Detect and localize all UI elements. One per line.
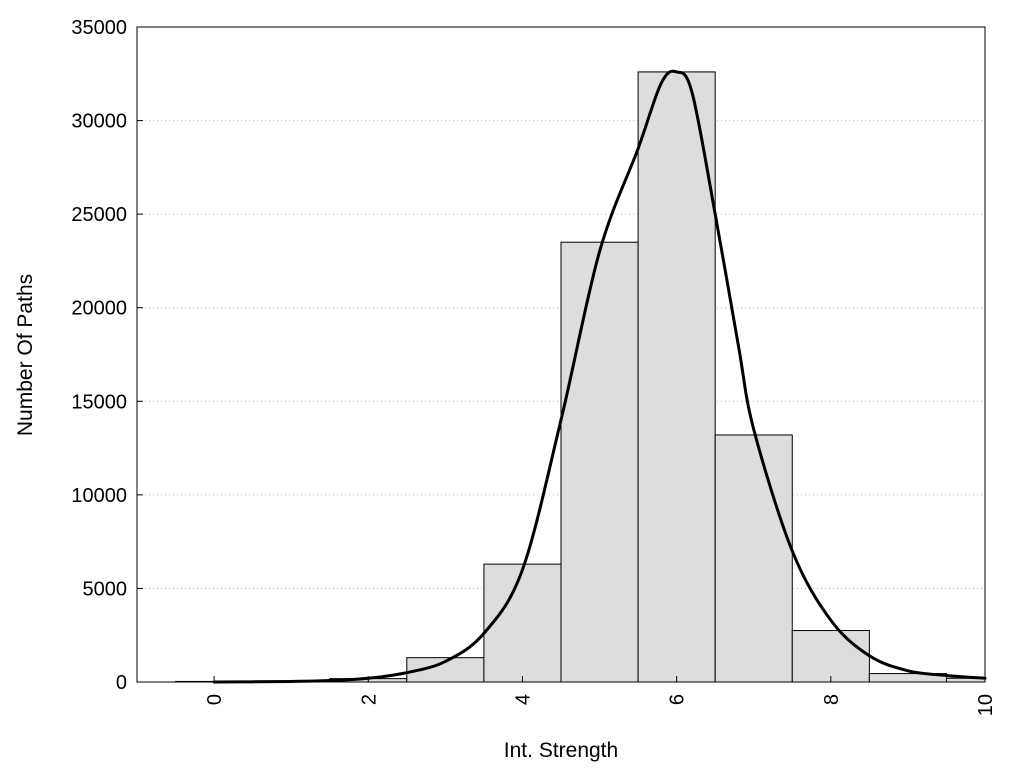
x-tick-label: 6 — [667, 694, 689, 705]
y-tick-label: 35000 — [71, 17, 127, 39]
bars — [175, 71, 986, 683]
y-tick-label: 0 — [116, 672, 127, 694]
x-tick-label: 8 — [821, 694, 843, 705]
x-tick-label: 2 — [358, 694, 380, 705]
x-axis-ticks: 0 2 4 6 8 10 — [204, 676, 997, 716]
histogram-bar — [791, 630, 870, 683]
x-tick-label: 4 — [512, 694, 534, 705]
x-axis-label: Int. Strength — [504, 739, 618, 762]
y-axis-label: Number Of Paths — [14, 274, 37, 436]
y-tick-label: 20000 — [71, 298, 127, 320]
y-tick-label: 15000 — [71, 391, 127, 413]
y-tick-label: 10000 — [71, 485, 127, 507]
histogram-bar — [714, 434, 793, 683]
density-curve — [212, 69, 987, 684]
histogram-bar — [637, 71, 716, 683]
y-axis-ticks: 0 5000 10000 15000 20000 25000 30000 35000 — [71, 17, 143, 694]
histogram-bar — [483, 563, 562, 683]
histogram-bar — [560, 241, 639, 683]
y-tick-label: 25000 — [71, 204, 127, 226]
plot-frame — [136, 26, 986, 683]
x-tick-label: 0 — [204, 694, 226, 705]
x-tick-label: 10 — [975, 694, 997, 716]
y-tick-label: 5000 — [83, 578, 128, 600]
y-tick-label: 30000 — [71, 111, 127, 133]
